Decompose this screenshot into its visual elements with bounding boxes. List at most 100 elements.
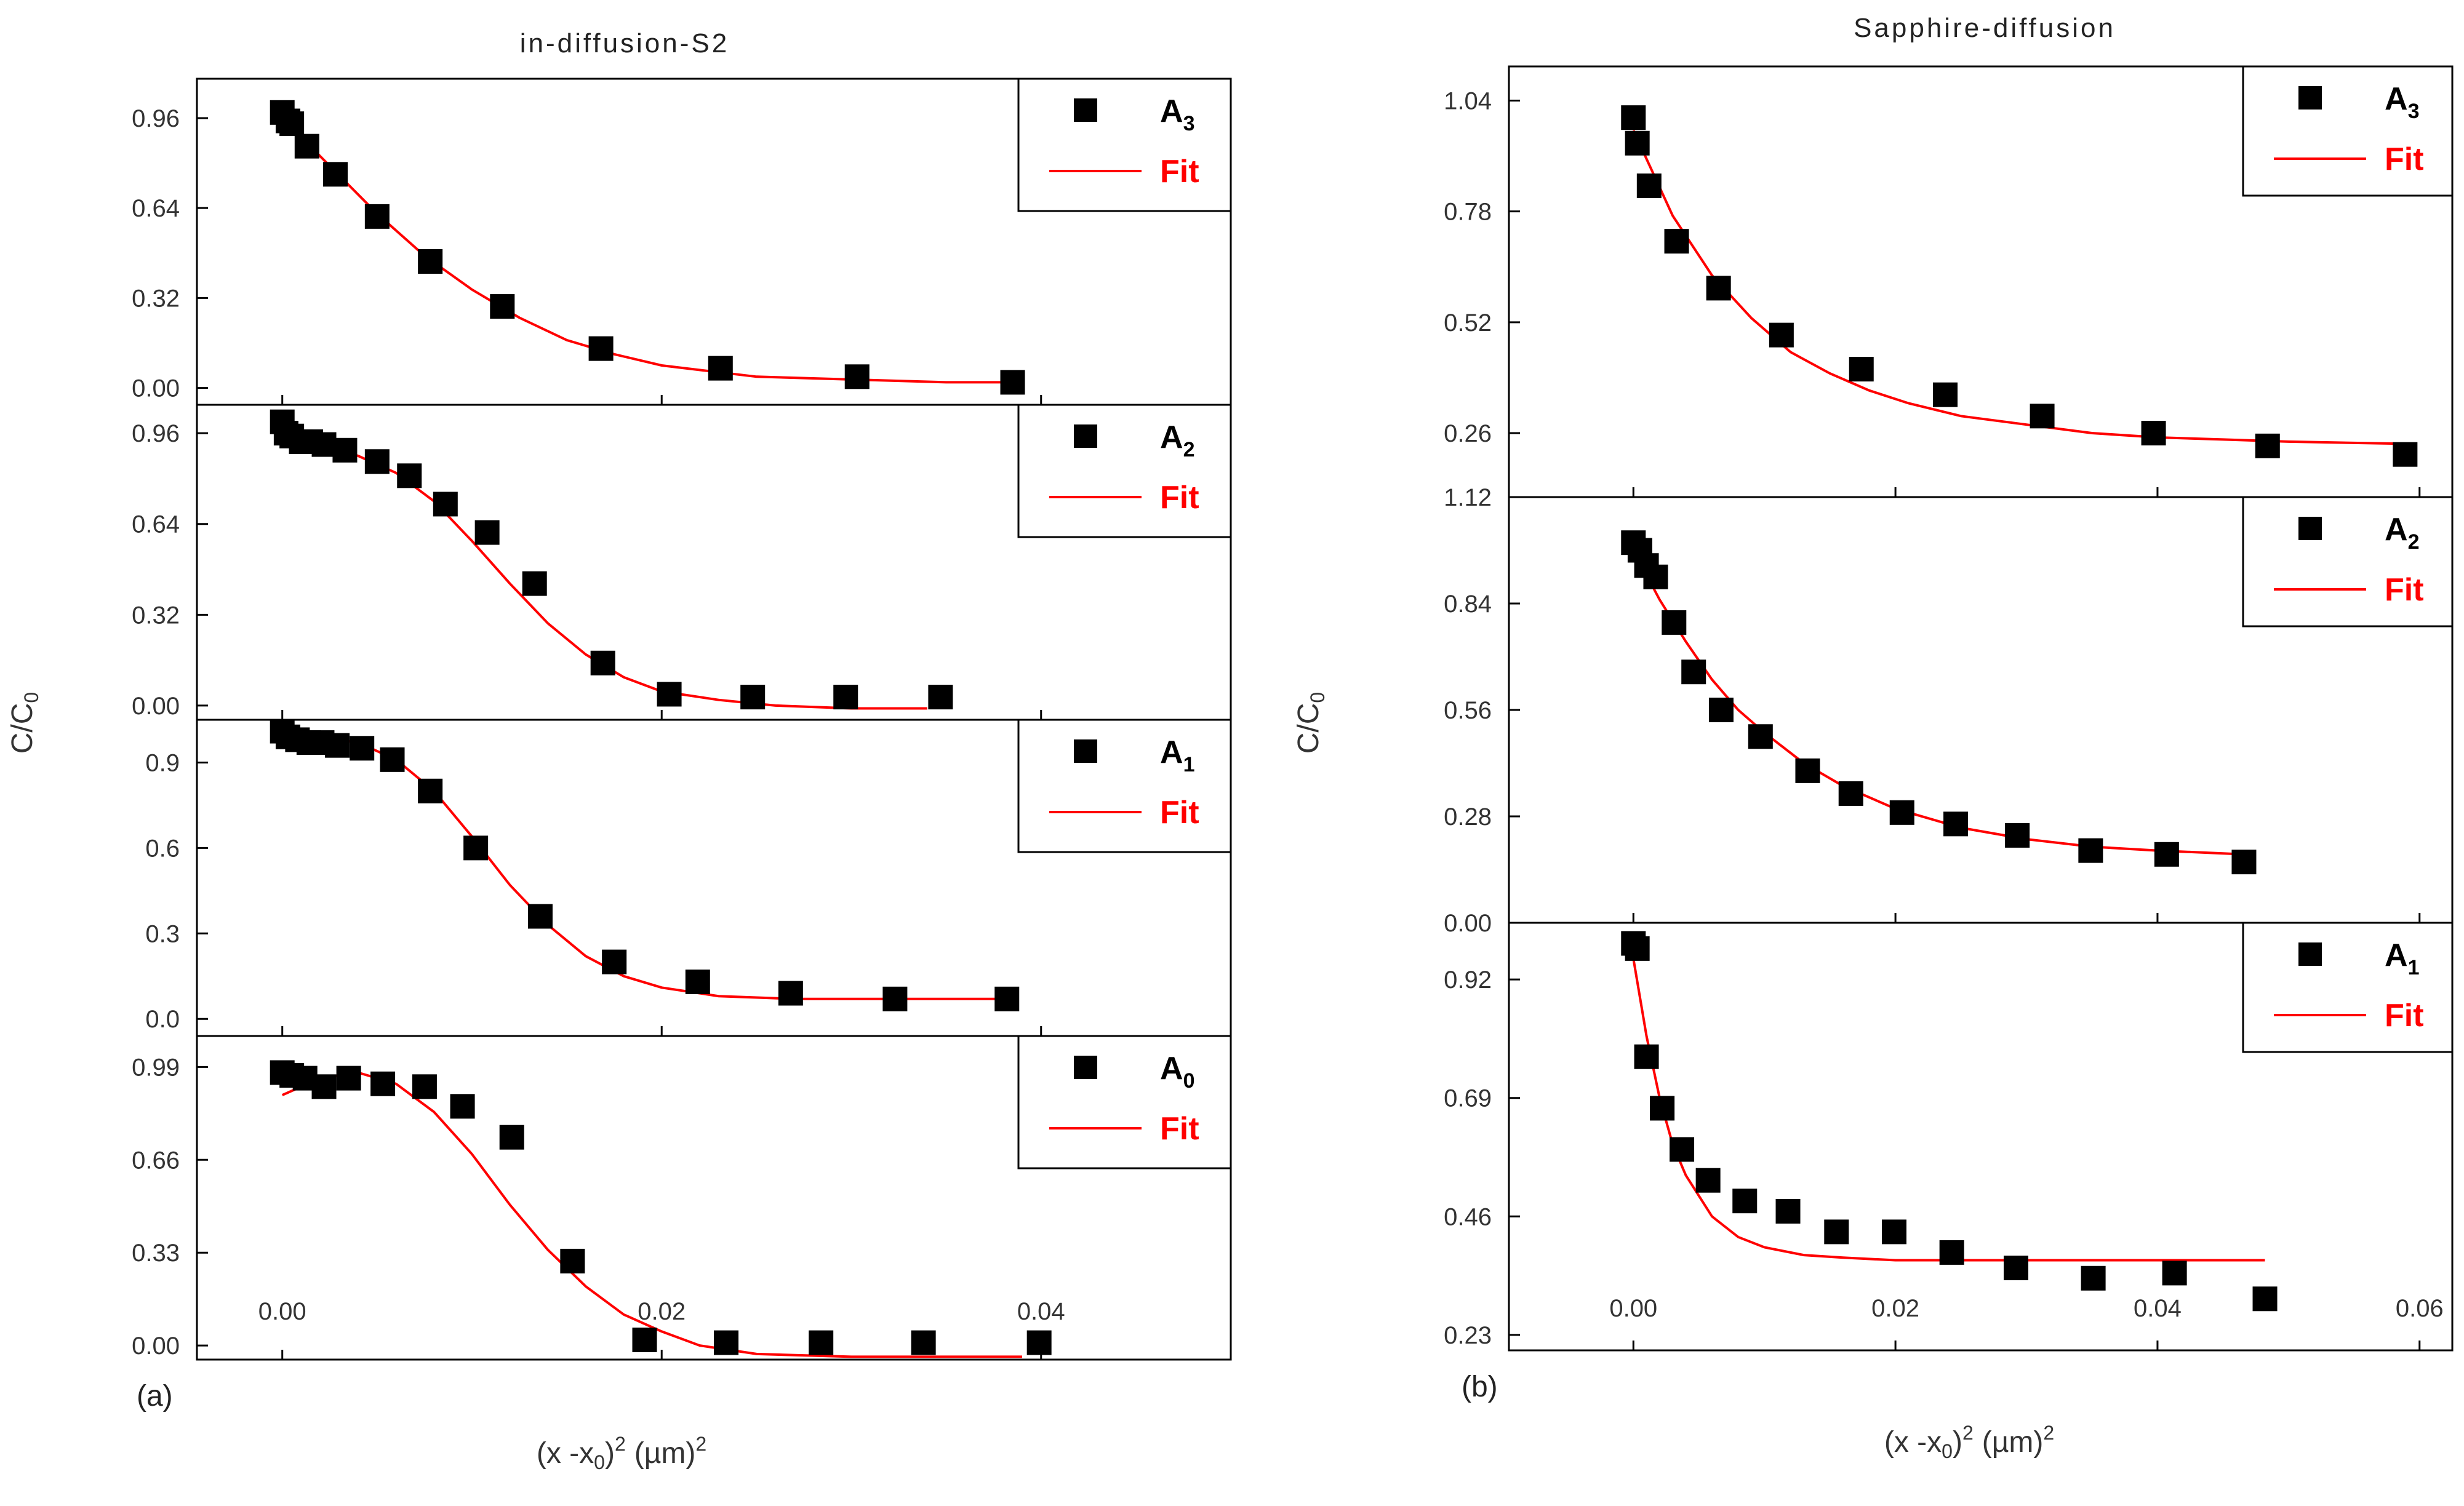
- data-point: [882, 986, 908, 1011]
- y-tick-label: 0.00: [132, 693, 180, 720]
- data-point: [474, 520, 500, 545]
- data-point: [412, 1074, 437, 1099]
- data-point: [1933, 382, 1958, 407]
- data-point: [1889, 800, 1914, 825]
- data-point: [1621, 105, 1646, 130]
- data-point: [1636, 173, 1662, 199]
- legend-marker: [2298, 942, 2322, 966]
- y-tick-label: 0.52: [1444, 309, 1492, 337]
- data-point: [911, 1330, 936, 1355]
- data-point: [1732, 1189, 1758, 1214]
- data-point: [1670, 1137, 1695, 1162]
- data-point: [1664, 229, 1689, 254]
- y-tick-label: 0.32: [132, 285, 180, 312]
- y-tick-label: 0.84: [1444, 591, 1492, 618]
- legend-fit-label: Fit: [2385, 998, 2424, 1034]
- data-point: [2005, 823, 2030, 848]
- data-point: [397, 463, 422, 488]
- legend: A1 Fit: [1017, 719, 1232, 853]
- data-point: [336, 1066, 361, 1091]
- chart-title: Sapphire-diffusion: [1854, 13, 2116, 43]
- data-point: [2162, 1261, 2187, 1286]
- data-point: [1026, 1330, 1052, 1355]
- legend: A0 Fit: [1017, 1035, 1232, 1169]
- subplot-a1: 0.23 0.46 0.69 0.92 A1 Fit: [1444, 922, 2454, 1352]
- data-point: [632, 1327, 657, 1352]
- legend-box: [1017, 78, 1232, 212]
- y-tick-label: 0.78: [1444, 199, 1492, 226]
- data-point: [708, 356, 733, 381]
- data-point: [560, 1248, 585, 1273]
- data-point: [1775, 1198, 1801, 1224]
- data-point: [1824, 1219, 1849, 1245]
- data-point: [279, 111, 305, 137]
- y-tick-label: 0.23: [1444, 1322, 1492, 1349]
- data-point: [499, 1125, 524, 1150]
- data-point: [364, 204, 390, 229]
- data-point: [323, 162, 348, 187]
- data-point: [433, 492, 458, 517]
- panel-label: (a): [137, 1380, 173, 1412]
- data-point: [602, 949, 627, 974]
- data-point: [2231, 850, 2257, 875]
- data-point: [928, 685, 953, 710]
- data-point: [1681, 659, 1706, 685]
- y-tick-label: 0.92: [1444, 966, 1492, 994]
- subplot-a3: 0.26 0.52 0.78 1.04 A3 Fit: [1444, 65, 2454, 498]
- chart-left: in-diffusion-S2 C/C0 (x -x0)2 (µm)2 (a) 0…: [6, 28, 1232, 1473]
- data-point: [657, 682, 682, 707]
- x-tick-label: 0.04: [1017, 1298, 1065, 1325]
- x-tick-label: 0.02: [1871, 1295, 1919, 1322]
- x-tick-label: 0.00: [1609, 1295, 1657, 1322]
- data-point: [463, 835, 489, 861]
- data-point: [311, 1074, 337, 1099]
- subplot-a2: 0.00 0.32 0.64 0.96 A2 Fit: [132, 404, 1232, 721]
- data-point: [844, 364, 870, 389]
- plot-frame: [1508, 922, 2454, 1352]
- data-point: [1634, 1044, 1659, 1069]
- y-tick-label: 0.96: [132, 420, 180, 447]
- legend-marker: [1074, 98, 1097, 122]
- legend-series-label: A3: [2385, 81, 2419, 123]
- y-tick-label: 0.6: [145, 835, 180, 862]
- data-point: [714, 1330, 739, 1355]
- data-point: [332, 437, 358, 463]
- legend-box: [2242, 65, 2454, 197]
- legend-marker: [2298, 517, 2322, 540]
- data-point: [1748, 724, 1773, 749]
- data-point: [2078, 838, 2103, 863]
- legend-fit-label: Fit: [2385, 572, 2424, 608]
- data-point: [1939, 1240, 1964, 1265]
- data-point: [685, 970, 710, 995]
- y-tick-label: 0.00: [132, 375, 180, 402]
- y-axis-label: C/C0: [1292, 692, 1329, 754]
- y-tick-label: 0.9: [145, 749, 180, 776]
- data-point: [2154, 842, 2179, 867]
- data-point: [2003, 1256, 2028, 1281]
- data-point: [2255, 433, 2280, 458]
- data-point: [527, 904, 553, 929]
- legend: A2 Fit: [2242, 496, 2454, 628]
- data-point: [809, 1330, 834, 1355]
- legend-marker: [1074, 1056, 1097, 1079]
- y-axis-label: C/C0: [6, 692, 42, 754]
- subplot-a1: 0.0 0.3 0.6 0.9 A1 Fit: [145, 719, 1232, 1037]
- y-tick-label: 0.00: [1444, 910, 1492, 937]
- legend-box: [1017, 404, 1232, 538]
- legend: A2 Fit: [1017, 404, 1232, 538]
- data-point: [833, 685, 858, 710]
- y-tick-label: 0.33: [132, 1240, 180, 1267]
- data-point: [364, 449, 390, 474]
- y-tick-label: 0.26: [1444, 420, 1492, 447]
- data-point: [1625, 130, 1650, 156]
- data-point: [1881, 1219, 1906, 1245]
- y-tick-label: 0.46: [1444, 1203, 1492, 1230]
- y-tick-label: 0.00: [132, 1333, 180, 1360]
- y-tick-label: 0.66: [132, 1147, 180, 1174]
- legend: A3 Fit: [2242, 65, 2454, 197]
- data-point: [2030, 404, 2055, 429]
- plot-frame: [196, 1035, 1232, 1361]
- data-point: [522, 571, 547, 596]
